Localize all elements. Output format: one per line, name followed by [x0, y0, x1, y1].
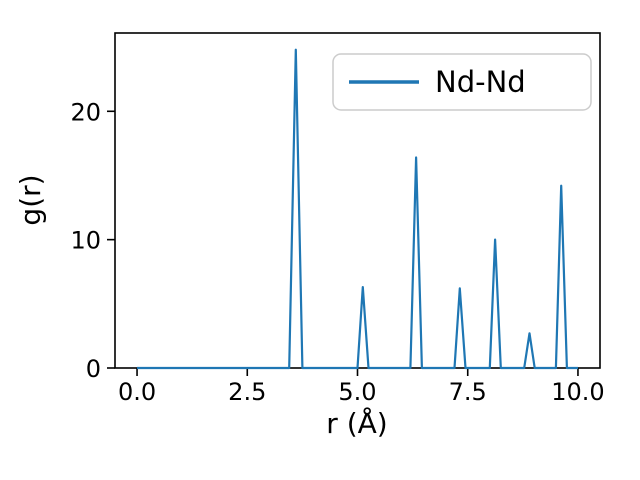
- x-tick-label: 7.5: [449, 378, 487, 406]
- y-tick-label: 10: [70, 227, 101, 255]
- legend: Nd-Nd: [332, 53, 592, 111]
- x-tick-label: 0.0: [118, 378, 156, 406]
- y-axis-label: g(r): [14, 174, 47, 225]
- y-tick-label: 0: [86, 355, 101, 383]
- x-axis-ticks: 0.0 2.5 5.0 7.5 10.0: [118, 368, 605, 406]
- y-tick-label: 20: [70, 98, 101, 126]
- y-axis-ticks: 0 10 20: [70, 98, 115, 383]
- series-line-nd-nd: [137, 48, 578, 370]
- legend-label: Nd-Nd: [435, 65, 526, 99]
- plot-area: 0.0 2.5 5.0 7.5 10.0 0 10 20 Nd-Nd r (Å) g(r): [14, 32, 605, 440]
- x-tick-label: 2.5: [228, 378, 266, 406]
- x-tick-label: 5.0: [338, 378, 376, 406]
- legend-box: [332, 53, 592, 111]
- x-tick-label: 10.0: [551, 378, 604, 406]
- x-axis-label: r (Å): [326, 406, 387, 440]
